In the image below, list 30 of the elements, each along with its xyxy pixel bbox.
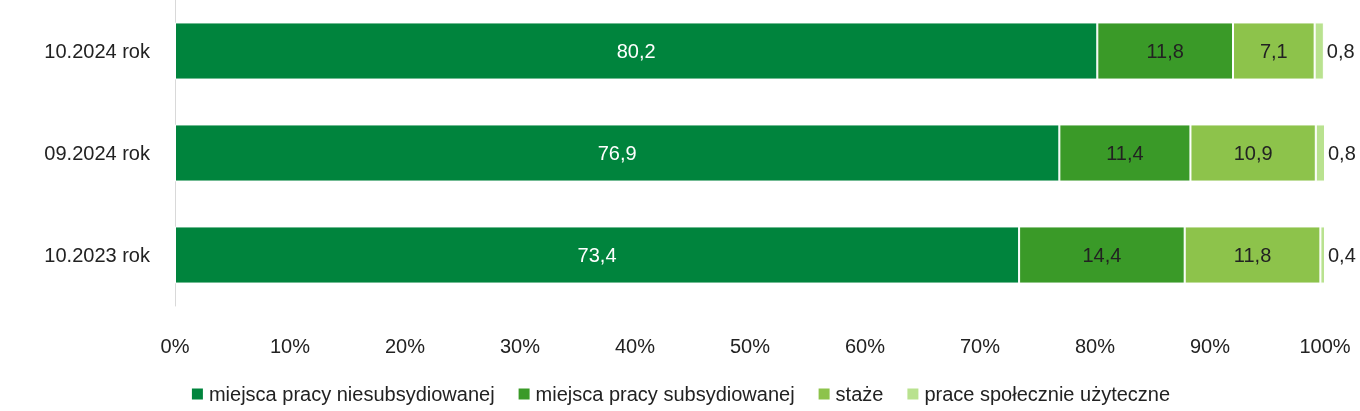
data-label: 11,4 [1106, 142, 1144, 164]
y-tick-label: 10.2023 rok [44, 244, 151, 266]
data-label: 11,8 [1146, 40, 1184, 62]
x-tick-label: 80% [1074, 335, 1116, 357]
data-label: 0,8 [1328, 142, 1356, 164]
data-label: 80,2 [616, 40, 656, 62]
x-tick-label: 90% [1189, 335, 1231, 357]
x-tick-label: 40% [614, 335, 656, 357]
x-tick-label: 10% [269, 335, 311, 357]
x-tick-label: 30% [499, 335, 541, 357]
x-tick-label: 20% [384, 335, 426, 357]
x-tick-label: 0% [160, 335, 190, 357]
legend-label: miejsca pracy subsydiowanej [535, 383, 795, 405]
x-tick-label: 70% [959, 335, 1001, 357]
y-tick-label: 10.2024 rok [44, 40, 151, 62]
y-tick-label: 09.2024 rok [44, 142, 151, 164]
data-label: 0,4 [1328, 244, 1356, 266]
data-label: 10,9 [1233, 142, 1273, 164]
data-label: 11,8 [1233, 244, 1272, 266]
data-label: 7,1 [1259, 40, 1288, 62]
data-label: 73,4 [577, 244, 617, 266]
data-label: 76,9 [597, 142, 637, 164]
data-label: 0,8 [1326, 40, 1355, 62]
x-tick-label: 50% [729, 335, 771, 357]
x-tick-label: 60% [844, 335, 886, 357]
legend-label: miejsca pracy niesubsydiowanej [208, 383, 495, 405]
data-label: 14,4 [1082, 244, 1122, 266]
legend-label: staże [835, 383, 884, 405]
x-tick-label: 100% [1299, 335, 1351, 357]
legend-label: prace społecznie użyteczne [924, 383, 1171, 405]
